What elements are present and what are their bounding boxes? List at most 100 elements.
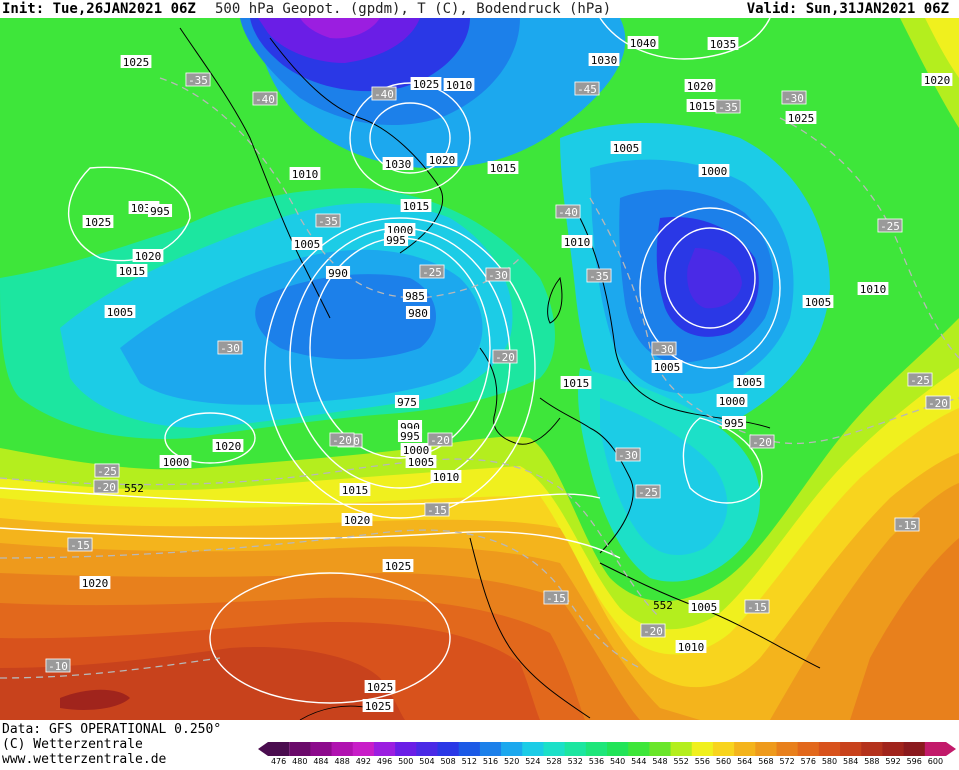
pressure-label-text: 1005 (736, 376, 763, 389)
legend-tick-label: 496 (376, 757, 393, 766)
temperature-label: -30 (781, 90, 807, 105)
legend-tick-label: 492 (355, 757, 371, 766)
field-572-east (850, 538, 959, 720)
legend-tick-label: 512 (461, 757, 477, 766)
legend-tick-label: 540 (609, 757, 626, 766)
temperature-label-text: -25 (97, 465, 117, 478)
temperature-label: -40 (252, 91, 278, 106)
legend-swatch (437, 742, 460, 756)
pressure-label-text: 1005 (691, 601, 718, 614)
pressure-label: 1010 (430, 470, 462, 484)
legend-tick-label: 572 (779, 757, 795, 766)
temperature-label-text: -25 (422, 266, 442, 279)
temperature-label: -15 (744, 599, 770, 614)
temperature-label: -45 (574, 81, 600, 96)
pressure-label-text: 1025 (788, 112, 815, 125)
temperature-label: -20 (925, 395, 951, 410)
field-556-ne (925, 18, 959, 78)
temperature-label: -25 (877, 218, 903, 233)
legend-colorbar (258, 742, 956, 756)
isotherm-minus-30-ne (779, 117, 959, 359)
legend-tick-label: 596 (906, 757, 922, 766)
temperature-label-text: -25 (910, 374, 930, 387)
pressure-label: 1040 (627, 36, 659, 50)
temperature-label: -20 (640, 623, 666, 638)
temperature-label: -20 (93, 479, 119, 494)
legend-swatch (607, 742, 629, 756)
pressure-label: 1005 (802, 295, 834, 309)
legend-tick-label: 480 (292, 757, 308, 766)
temperature-label-text: -35 (318, 215, 338, 228)
pressure-label-text: 1025 (413, 78, 440, 91)
legend-tick-label: 576 (800, 757, 816, 766)
coastline-greenland-east (269, 37, 444, 254)
pressure-label: 1020 (79, 576, 111, 590)
pressure-label: 1000 (160, 455, 192, 469)
temperature-label-text: -30 (220, 342, 240, 355)
valid-time: Valid: Sun,31JAN2021 06Z (746, 1, 949, 17)
copyright: (C) Wetterzentrale (2, 737, 143, 752)
legend-tick-label: 600 (927, 757, 944, 766)
color-legend: 476 480 484 488 492 496 500 504 508 512 516 520 524 5… (258, 742, 956, 770)
temperature-label-text: -15 (546, 592, 566, 605)
pressure-label: 1025 (410, 77, 442, 91)
legend-swatch (458, 742, 481, 756)
pressure-label-text: 1005 (613, 142, 640, 155)
pressure-label: 985 (402, 289, 428, 303)
temperature-label: -20 (749, 434, 775, 449)
pressure-label-text: 1010 (564, 236, 591, 249)
pressure-label-text: 1040 (630, 37, 657, 50)
temperature-label: -15 (543, 590, 569, 605)
pressure-label-text: 1025 (367, 681, 394, 694)
temperature-label: -20 (427, 432, 453, 447)
pressure-label-text: 975 (397, 396, 417, 409)
pressure-label: 1020 (426, 153, 458, 167)
pressure-label: 1000 (698, 164, 730, 178)
legend-swatch (649, 742, 672, 756)
temperature-label: -20 (492, 349, 518, 364)
pressure-label-text: 1015 (119, 265, 146, 278)
temperature-label-text: -40 (255, 93, 275, 106)
legend-tick-labels: 476 480 484 488 492 496 500 504 508 512 516 520 524 5… (258, 757, 956, 769)
credits-block: Data: GFS OPERATIONAL 0.250° (C) Wetterz… (2, 722, 221, 767)
pressure-label: 1020 (132, 249, 164, 263)
legend-swatch (882, 742, 905, 756)
temperature-label: -15 (424, 502, 450, 517)
temperature-label: -30 (651, 341, 677, 356)
legend-tick-label: 568 (758, 757, 774, 766)
pressure-label-text: 1020 (82, 577, 109, 590)
pressure-label: 1005 (733, 375, 765, 389)
pressure-label: 1005 (610, 141, 642, 155)
temperature-label-text: -20 (495, 351, 515, 364)
pressure-label: 1015 (116, 264, 148, 278)
legend-swatch (479, 742, 502, 756)
isobar-1020 (0, 527, 621, 559)
legend-tick-label: 544 (631, 757, 647, 766)
legend-tick-label: 524 (525, 757, 541, 766)
pressure-label-text: 1015 (403, 200, 430, 213)
temperature-label-text: -20 (96, 481, 116, 494)
legend-swatch (840, 742, 862, 756)
isotherm-minus-20 (0, 458, 661, 619)
isobar-1000-scandinavia (664, 227, 756, 329)
isotherm-minus-15 (0, 529, 641, 669)
legend-tick-label: 548 (652, 757, 668, 766)
isobar-995-west (164, 412, 256, 464)
legend-tick-label: 516 (482, 757, 499, 766)
legend-swatch (776, 742, 799, 756)
pressure-label-text: 995 (400, 430, 420, 443)
isobars (0, 18, 781, 704)
pressure-label: 995 (147, 204, 173, 218)
temperature-label-text: -30 (784, 92, 804, 105)
isobar-1025-azores (209, 572, 451, 704)
isotherm-minus-10 (0, 657, 221, 679)
pressure-label: 990 (325, 266, 351, 280)
pressure-label-text: 1030 (385, 158, 412, 171)
temperature-label-text: -15 (427, 504, 447, 517)
pressure-label-text: 1005 (107, 306, 134, 319)
legend-swatch (310, 742, 333, 756)
pressure-label: 1005 (405, 455, 437, 469)
pressure-label: 1015 (686, 99, 718, 113)
pressure-label: 1005 (688, 600, 720, 614)
legend-tick-label: 584 (843, 757, 859, 766)
